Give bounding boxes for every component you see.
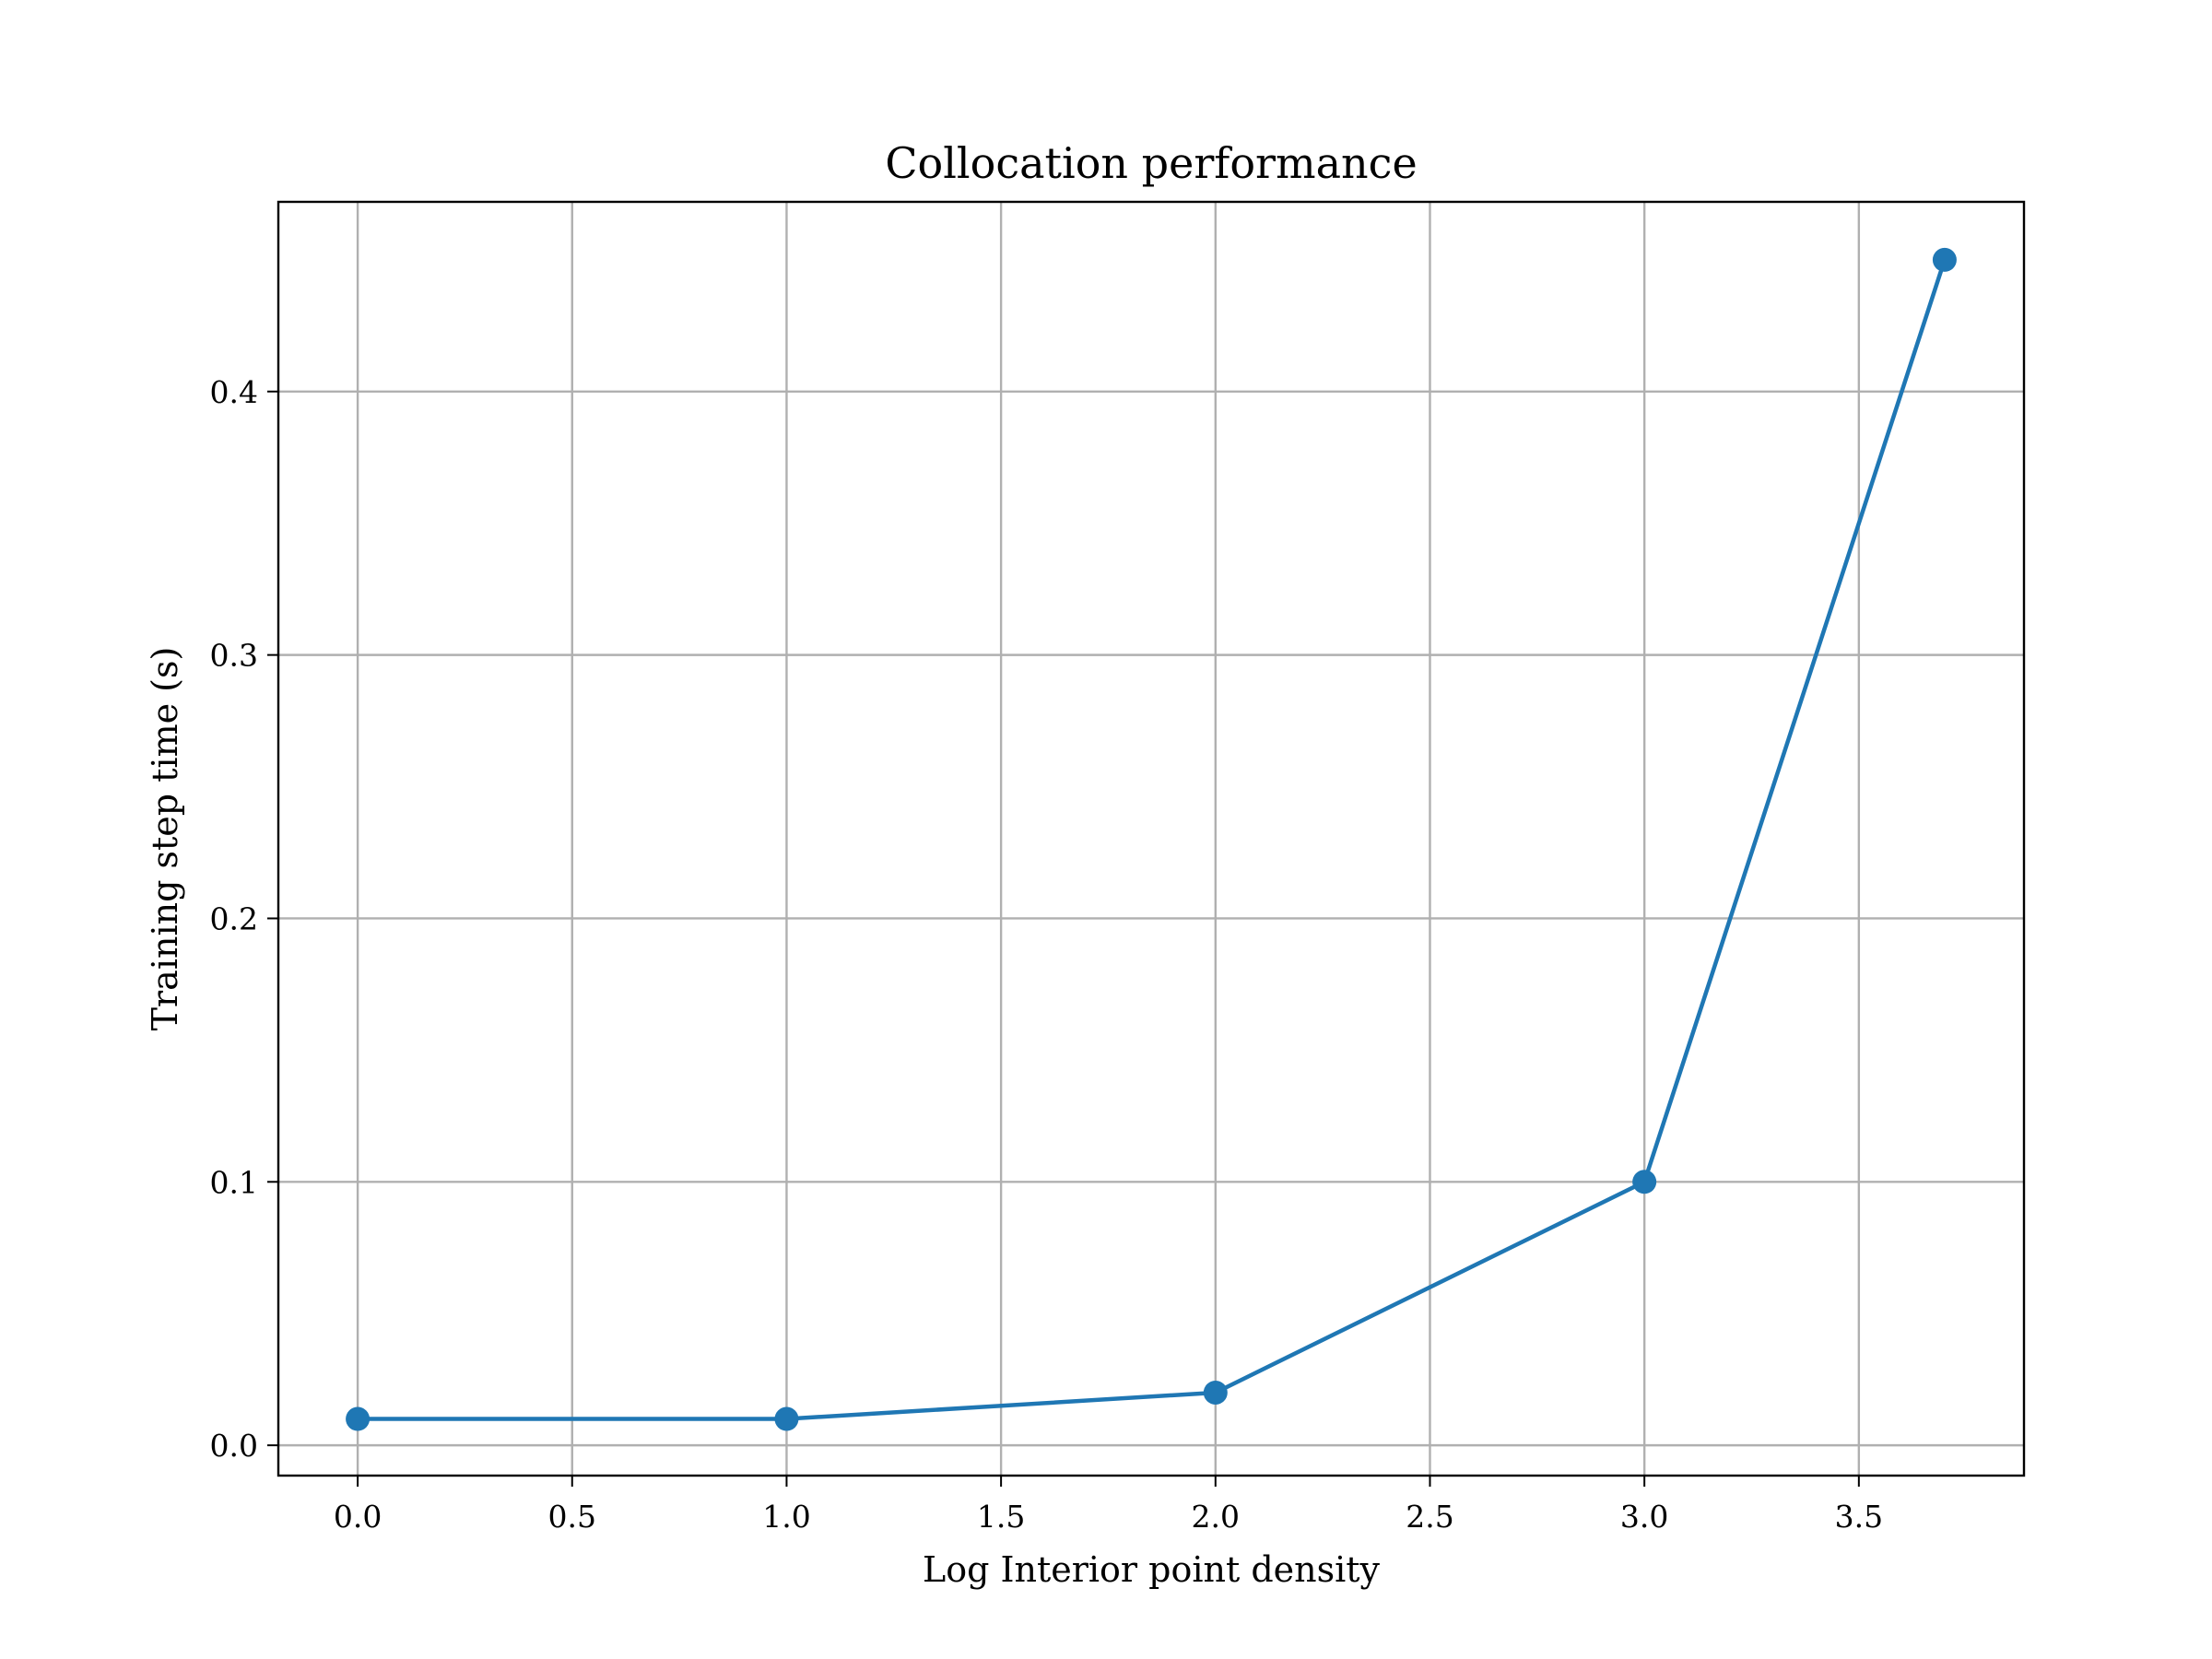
grid — [278, 202, 2024, 1476]
x-axis-label: Log Interior point density — [923, 1549, 1381, 1590]
x-tick-label: 1.5 — [977, 1499, 1025, 1535]
x-tick-label: 2.5 — [1406, 1499, 1453, 1535]
y-tick-label: 0.0 — [210, 1428, 258, 1464]
x-tick-label: 0.5 — [548, 1499, 596, 1535]
x-tick-label: 0.0 — [334, 1499, 382, 1535]
data-point — [774, 1406, 799, 1431]
axis-ticks: 0.0 0.5 1.0 1.5 2.0 2.5 3.0 3.5 0.0 0.1 0.2 0.3 0.4 — [210, 374, 1884, 1535]
data-point — [1932, 247, 1957, 272]
data-point — [346, 1406, 371, 1431]
x-tick-label: 3.5 — [1835, 1499, 1883, 1535]
y-tick-label: 0.1 — [210, 1164, 258, 1200]
x-tick-label: 1.0 — [762, 1499, 810, 1535]
series-layer — [346, 247, 1957, 1431]
x-tick-label: 2.0 — [1192, 1499, 1240, 1535]
y-tick-label: 0.4 — [210, 374, 258, 410]
y-tick-label: 0.2 — [210, 900, 258, 936]
data-point — [1203, 1380, 1228, 1405]
y-axis-label: Training step time (s) — [145, 647, 185, 1031]
y-tick-label: 0.3 — [210, 638, 258, 674]
x-tick-label: 3.0 — [1620, 1499, 1668, 1535]
data-point — [1632, 1170, 1657, 1194]
plot-frame — [276, 200, 2026, 1477]
chart-title: Collocation performance — [885, 138, 1417, 188]
